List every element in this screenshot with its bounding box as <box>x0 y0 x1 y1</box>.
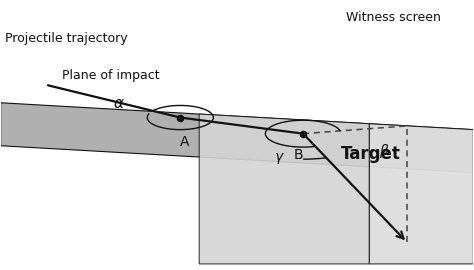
Text: Witness screen: Witness screen <box>346 11 440 25</box>
Text: B: B <box>293 148 303 163</box>
Polygon shape <box>0 103 474 173</box>
Polygon shape <box>369 124 474 264</box>
Text: γ: γ <box>275 150 283 164</box>
Text: α: α <box>114 96 124 111</box>
Text: Target: Target <box>341 145 401 163</box>
Text: A: A <box>180 135 190 149</box>
Text: β: β <box>379 144 388 158</box>
Polygon shape <box>199 114 369 264</box>
Text: Projectile trajectory: Projectile trajectory <box>5 32 128 45</box>
Text: Plane of impact: Plane of impact <box>62 69 160 82</box>
